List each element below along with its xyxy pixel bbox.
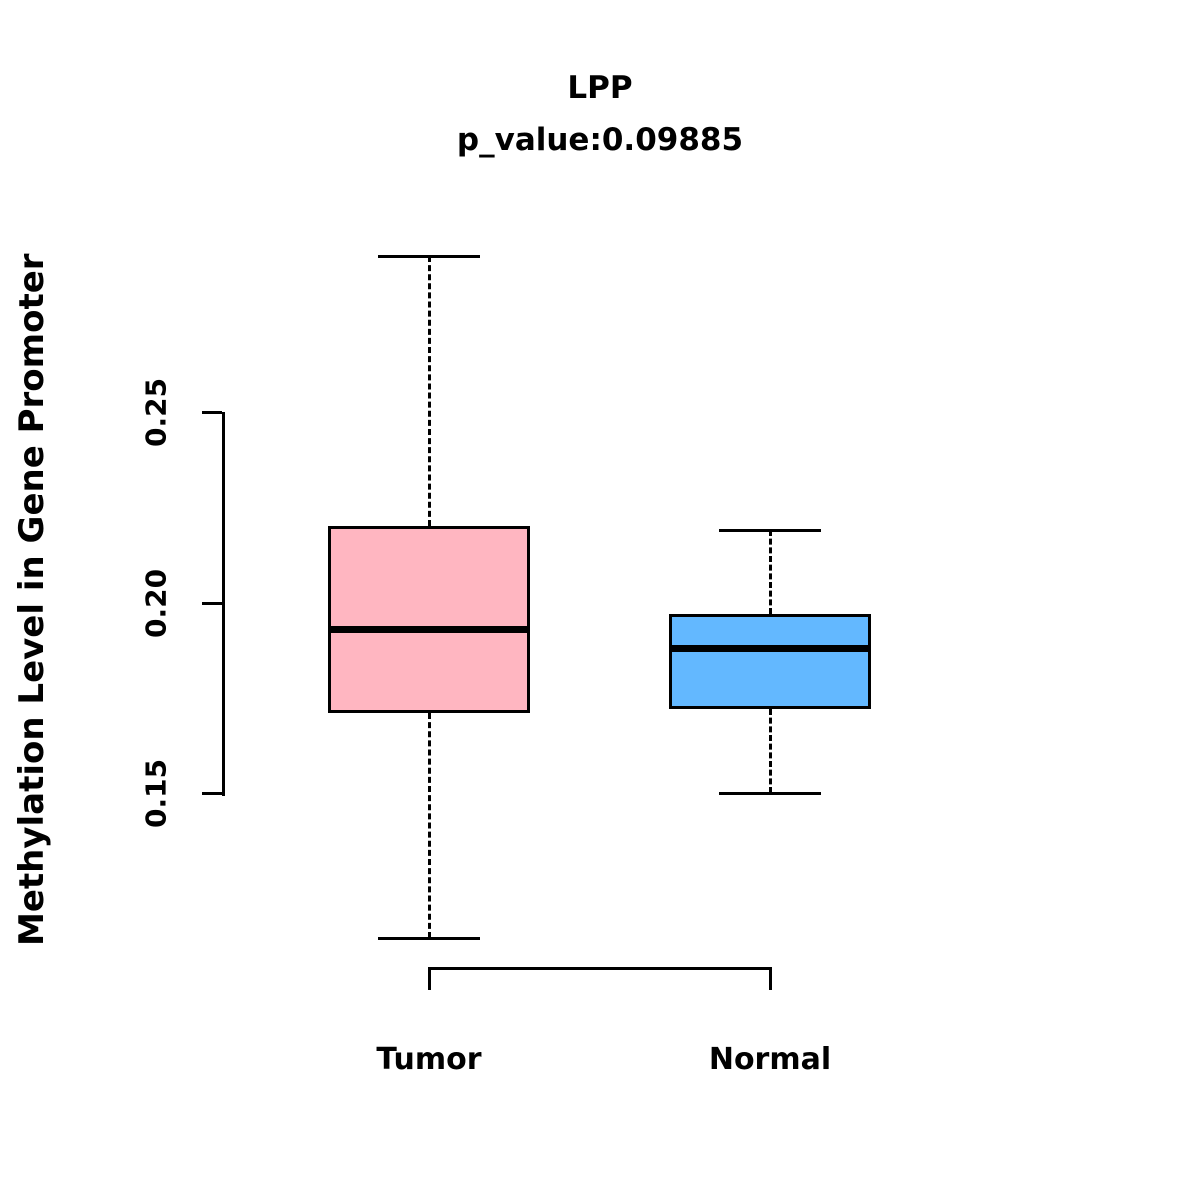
chart-title: LPP [567,70,633,106]
chart-subtitle: p_value:0.09885 [456,122,744,158]
x-axis-tick-normal [768,967,772,990]
median-line-tumor [331,626,527,634]
y-axis-tick [202,601,222,605]
whisker-cap-lower-normal [719,792,821,795]
whisker-line-upper-tumor [427,255,431,527]
y-axis-line [222,412,225,796]
y-axis-tick [202,411,222,414]
y-axis-tick [202,792,222,795]
median-line-normal [672,645,868,653]
whisker-cap-lower-tumor [378,936,480,940]
box-normal [669,613,871,710]
whisker-cap-upper-normal [719,529,821,533]
x-axis-tick-tumor [427,967,431,990]
whisker-line-upper-normal [768,530,772,614]
box-tumor [328,526,530,713]
y-tick-label: 0.15 [139,758,173,828]
x-category-label-tumor: Tumor [376,1042,482,1077]
whisker-line-lower-tumor [427,712,431,938]
y-tick-label: 0.25 [139,377,173,447]
whisker-cap-upper-tumor [378,254,480,258]
x-category-label-normal: Normal [708,1042,832,1077]
x-axis-line [429,967,770,970]
y-tick-label: 0.20 [139,567,173,638]
whisker-line-lower-normal [768,709,772,793]
